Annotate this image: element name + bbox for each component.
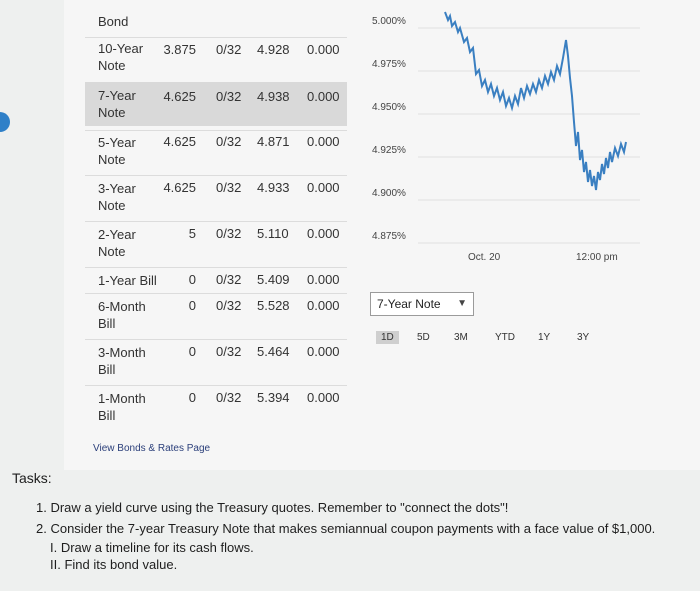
row-change: 0.000	[307, 390, 340, 405]
row-divider	[85, 339, 347, 340]
row-divider	[85, 385, 347, 386]
row-price: 0/32	[216, 272, 242, 287]
row-name: 10-Year Note	[98, 41, 144, 73]
yield-chart: 5.000% 4.975% 4.950% 4.925% 4.900% 4.875…	[360, 0, 660, 270]
table-row[interactable]: 1-Year Bill 0 0/32 5.409 0.000	[85, 270, 347, 292]
row-divider	[85, 221, 347, 222]
row-price: 0/32	[216, 226, 242, 241]
table-row[interactable]: 6-Month Bill 0 0/32 5.528 0.000	[85, 296, 347, 336]
row-price: 0/32	[216, 298, 242, 313]
row-name: 3-Year Note	[98, 181, 136, 213]
y-tick-label: 4.925%	[372, 145, 406, 156]
table-row[interactable]: 3-Year Note 4.625 0/32 4.933 0.000	[85, 178, 347, 218]
task-line: I. Draw a timeline for its cash flows.	[50, 540, 254, 555]
left-edge-marker	[0, 112, 10, 132]
row-coupon: 3.875	[163, 42, 196, 57]
row-yield: 5.394	[257, 390, 290, 405]
tab-3y[interactable]: 3Y	[577, 332, 590, 343]
row-price: 0/32	[216, 390, 242, 405]
row-coupon: 4.625	[163, 180, 196, 195]
yield-line-chart	[418, 11, 640, 244]
row-yield: 5.464	[257, 344, 290, 359]
row-price: 0/32	[216, 89, 242, 104]
row-coupon: 0	[188, 272, 196, 287]
row-name: 1-Year Bill	[98, 273, 157, 288]
task-line: 1. Draw a yield curve using the Treasury…	[36, 500, 509, 515]
row-name: 6-Month Bill	[98, 299, 146, 331]
bond-selector-value: 7-Year Note	[377, 297, 441, 311]
y-tick-label: 4.900%	[372, 188, 406, 199]
row-yield: 4.933	[257, 180, 290, 195]
row-coupon: 0	[188, 390, 196, 405]
row-name: 7-Year Note	[98, 88, 136, 120]
row-change: 0.000	[307, 134, 340, 149]
tasks-title: Tasks:	[12, 470, 52, 486]
tab-1d[interactable]: 1D	[376, 331, 399, 344]
tab-ytd[interactable]: YTD	[495, 332, 515, 343]
row-coupon: 4.625	[163, 89, 196, 104]
row-coupon: 4.625	[163, 134, 196, 149]
row-divider	[85, 267, 347, 268]
bond-column-header: Bond	[98, 14, 129, 29]
row-price: 0/32	[216, 42, 242, 57]
row-price: 0/32	[216, 134, 242, 149]
row-change: 0.000	[307, 272, 340, 287]
row-yield: 4.928	[257, 42, 290, 57]
view-bonds-rates-link[interactable]: View Bonds & Rates Page	[93, 443, 211, 454]
quotes-panel	[64, 0, 700, 470]
table-row[interactable]: 3-Month Bill 0 0/32 5.464 0.000	[85, 342, 347, 382]
task-line: II. Find its bond value.	[50, 557, 178, 572]
yield-line	[444, 11, 627, 191]
row-yield: 4.938	[257, 89, 290, 104]
row-change: 0.000	[307, 298, 340, 313]
y-tick-label: 4.975%	[372, 59, 406, 70]
row-name: 5-Year Note	[98, 135, 136, 167]
row-coupon: 5	[188, 226, 196, 241]
row-change: 0.000	[307, 226, 340, 241]
tab-5d[interactable]: 5D	[417, 332, 430, 343]
table-row[interactable]: 5-Year Note 4.625 0/32 4.871 0.000	[85, 132, 347, 172]
table-row[interactable]: 10-Year Note 3.875 0/32 4.928 0.000	[85, 40, 347, 80]
row-change: 0.000	[307, 180, 340, 195]
row-name: 1-Month Bill	[98, 391, 146, 423]
row-yield: 5.110	[257, 226, 289, 241]
row-coupon: 0	[188, 344, 196, 359]
row-yield: 4.871	[257, 134, 290, 149]
tab-3m[interactable]: 3M	[454, 332, 468, 343]
x-tick-label: 12:00 pm	[576, 252, 618, 263]
row-name: 3-Month Bill	[98, 345, 146, 377]
chevron-down-icon: ▼	[457, 298, 467, 309]
row-divider	[85, 293, 347, 294]
x-tick-label: Oct. 20	[468, 252, 501, 263]
y-tick-label: 4.875%	[372, 231, 406, 242]
row-change: 0.000	[307, 42, 340, 57]
row-divider	[85, 130, 347, 131]
row-price: 0/32	[216, 344, 242, 359]
row-change: 0.000	[307, 89, 340, 104]
y-tick-label: 4.950%	[372, 102, 406, 113]
row-price: 0/32	[216, 180, 242, 195]
y-tick-label: 5.000%	[372, 16, 406, 27]
tab-1y[interactable]: 1Y	[538, 332, 551, 343]
row-coupon: 0	[188, 298, 196, 313]
table-row[interactable]: 1-Month Bill 0 0/32 5.394 0.000	[85, 388, 347, 428]
table-row[interactable]: 7-Year Note 4.625 0/32 4.938 0.000	[85, 82, 347, 126]
row-name: 2-Year Note	[98, 227, 136, 259]
row-yield: 5.409	[257, 272, 290, 287]
row-divider	[85, 175, 347, 176]
row-change: 0.000	[307, 344, 340, 359]
task-line: 2. Consider the 7-year Treasury Note tha…	[36, 521, 656, 536]
row-yield: 5.528	[257, 298, 290, 313]
table-row[interactable]: 2-Year Note 5 0/32 5.110 0.000	[85, 224, 347, 264]
row-divider	[85, 37, 347, 38]
bond-selector[interactable]: 7-Year Note ▼	[370, 292, 474, 316]
